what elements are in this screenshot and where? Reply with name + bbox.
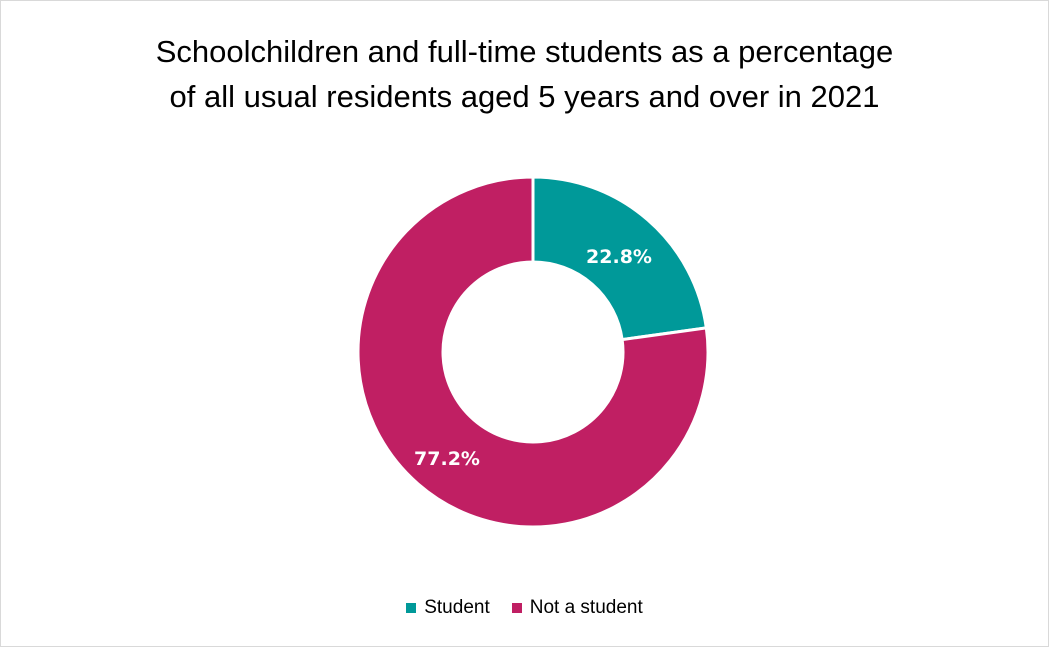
chart-title: Schoolchildren and full-time students as…	[1, 29, 1048, 119]
chart-title-line-2: of all usual residents aged 5 years and …	[169, 79, 880, 114]
legend-label-student: Student	[424, 597, 490, 618]
donut-slice-not-a-student	[356, 175, 710, 529]
legend-swatch-not-a-student	[511, 603, 522, 613]
legend-item-student: Student	[406, 597, 490, 619]
donut-chart: 22.8% 77.2%	[356, 175, 710, 529]
legend: Student Not a student	[1, 597, 1048, 619]
legend-swatch-student	[406, 603, 417, 613]
chart-title-line-1: Schoolchildren and full-time students as…	[155, 34, 894, 69]
data-label-not-a-student: 77.2%	[414, 448, 480, 470]
data-label-student: 22.8%	[586, 246, 652, 268]
legend-item-not-a-student: Not a student	[511, 597, 643, 619]
legend-label-not-a-student: Not a student	[529, 597, 643, 618]
donut-slice-student	[531, 175, 709, 342]
